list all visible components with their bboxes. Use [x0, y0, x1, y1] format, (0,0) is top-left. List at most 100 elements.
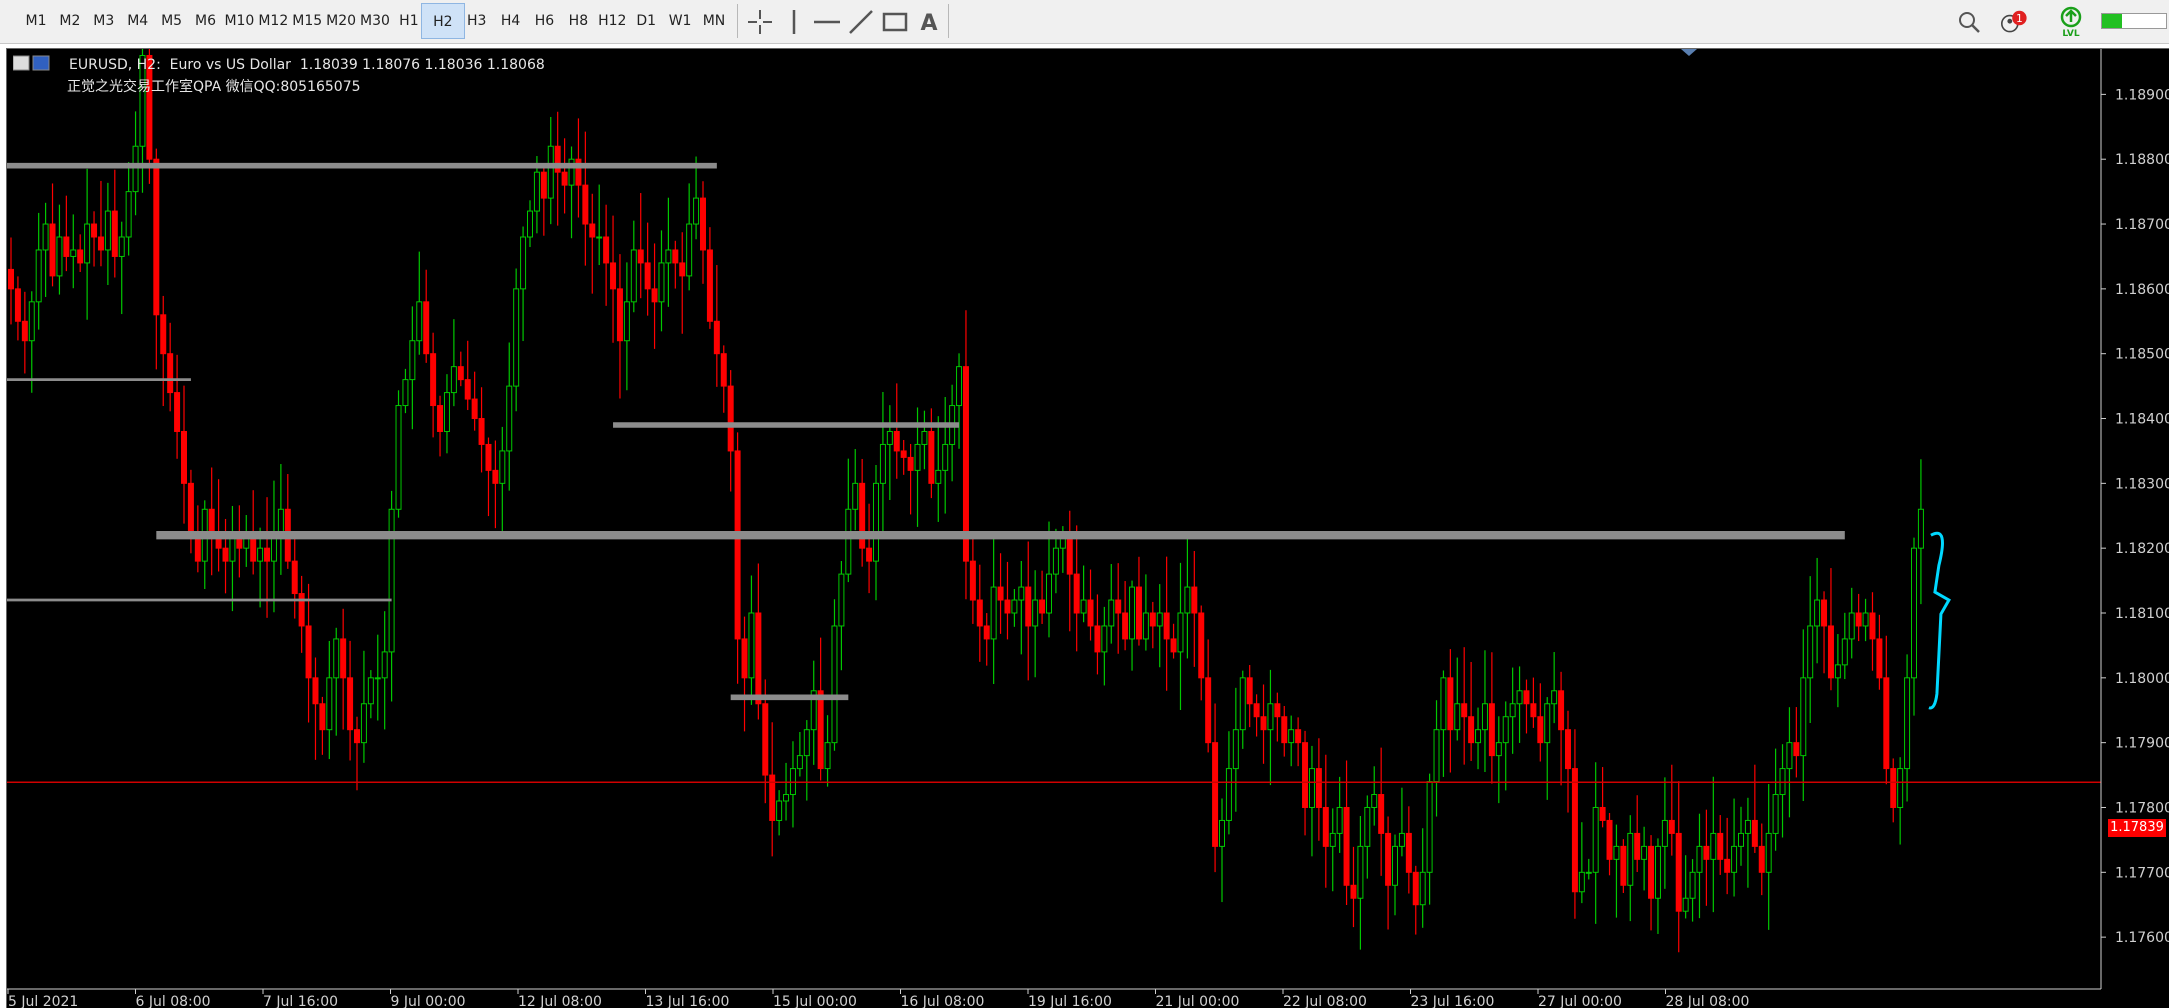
- timeframe-w1-button[interactable]: W1: [668, 13, 692, 29]
- candle-body: [333, 638, 340, 679]
- candle-body: [1634, 832, 1641, 860]
- candle-body: [1281, 716, 1288, 744]
- timeframe-h6-button[interactable]: H6: [534, 13, 555, 29]
- vertical-line-icon[interactable]: [778, 6, 810, 38]
- candle-body: [596, 236, 603, 239]
- candle-body: [630, 249, 637, 303]
- candle-body: [651, 288, 658, 303]
- timeframe-h12-button[interactable]: H12: [598, 13, 627, 29]
- candle-body: [174, 392, 181, 432]
- timeframe-h3-button[interactable]: H3: [466, 13, 487, 29]
- candle-body: [1502, 716, 1509, 744]
- crosshair-icon[interactable]: [744, 6, 776, 38]
- timeframe-h1-button[interactable]: H1: [399, 13, 419, 29]
- candle-body: [1322, 806, 1329, 847]
- candle-body: [1108, 599, 1115, 627]
- candle-body: [554, 145, 561, 173]
- candle-body: [1786, 742, 1793, 770]
- timeframe-m30-button[interactable]: M30: [360, 13, 390, 29]
- timeframe-m4-button[interactable]: M4: [127, 13, 149, 29]
- candle-body: [1578, 871, 1585, 893]
- candle-body: [1426, 781, 1433, 873]
- candle-body: [319, 703, 326, 731]
- candle-body: [1481, 703, 1488, 731]
- candle-body: [700, 197, 706, 251]
- candle-body: [1751, 819, 1758, 847]
- candle-body: [347, 677, 354, 731]
- timeframe-m6-button[interactable]: M6: [195, 13, 216, 29]
- account-notifications-icon[interactable]: 1: [1997, 6, 2029, 38]
- candle-body: [1308, 768, 1315, 808]
- candle-body: [450, 366, 457, 394]
- price-tick-label: 1.18700: [2115, 217, 2169, 233]
- candle-body: [1066, 534, 1073, 575]
- trendline-icon[interactable]: [845, 6, 877, 38]
- candle-body: [1558, 690, 1565, 731]
- candle-body: [1904, 677, 1911, 770]
- candle-body: [1122, 612, 1129, 640]
- candle-body: [1412, 871, 1419, 906]
- candle-body: [637, 249, 644, 264]
- candle-body: [1731, 845, 1738, 873]
- candle-body: [1606, 819, 1613, 860]
- text-icon[interactable]: A: [913, 6, 945, 38]
- candle-body: [181, 430, 187, 484]
- timeframe-m5-button[interactable]: M5: [161, 13, 183, 29]
- timeframe-m10-button[interactable]: M10: [224, 13, 255, 29]
- candle-body: [1509, 703, 1516, 718]
- timeframe-m20-button[interactable]: M20: [326, 13, 357, 29]
- chart-canvas[interactable]: 1.18900 1.18800 1.18700 1.18600 1.18500 1.184…: [7, 49, 2169, 1008]
- candle-body: [264, 547, 271, 562]
- candle-body: [866, 547, 873, 562]
- candle-body: [139, 54, 146, 147]
- candle-body: [1357, 845, 1364, 899]
- chart-window-icon[interactable]: [13, 55, 51, 71]
- search-icon[interactable]: [1953, 6, 1985, 38]
- candle-body: [603, 236, 610, 264]
- candle-body: [1772, 794, 1779, 834]
- candle-body: [762, 703, 769, 776]
- candle-body: [1419, 871, 1426, 906]
- chart-window[interactable]: 1.18900 1.18800 1.18700 1.18600 1.18500 1.184…: [6, 48, 2169, 1008]
- price-tick-label: 1.18600: [2115, 282, 2169, 298]
- candle-body: [1239, 677, 1246, 731]
- timeframe-h2-button[interactable]: H2: [420, 3, 465, 39]
- candle-body: [1011, 599, 1018, 614]
- candle-body: [63, 236, 70, 257]
- candle-body: [942, 443, 949, 471]
- lvl-upload-icon[interactable]: LVL: [2055, 6, 2087, 38]
- candle-body: [1253, 703, 1260, 718]
- time-tick-label: 7 Jul 16:00: [263, 994, 338, 1008]
- timeframe-m2-button[interactable]: M2: [59, 13, 81, 29]
- timeframe-m1-button[interactable]: M1: [25, 13, 47, 29]
- candle-body: [1696, 845, 1703, 873]
- timeframe-h8-button[interactable]: H8: [568, 13, 589, 29]
- candle-body: [49, 223, 56, 277]
- candle-body: [1475, 729, 1482, 744]
- notification-count: 1: [2016, 13, 2023, 25]
- horizontal-line-icon[interactable]: [811, 6, 843, 38]
- candle-body: [1433, 729, 1440, 783]
- timeframe-m12-button[interactable]: M12: [258, 13, 289, 29]
- candle-body: [1800, 677, 1807, 757]
- candle-body: [8, 268, 14, 290]
- candle-body: [305, 625, 312, 679]
- candle-body: [1717, 832, 1724, 860]
- timeframe-mn-button[interactable]: MN: [702, 13, 726, 29]
- toolbar: M1 M2 M3 M4 M5 M6 M10 M12 M15 M20 M30 H1 H2 H3 H4 H6 H8 H…: [0, 0, 2169, 44]
- candle-body: [409, 340, 416, 381]
- candle-body: [1371, 794, 1378, 808]
- timeframe-d1-button[interactable]: D1: [636, 13, 657, 29]
- timeframe-h4-button[interactable]: H4: [500, 13, 521, 29]
- candle-body: [997, 586, 1004, 601]
- timeframe-m15-button[interactable]: M15: [292, 13, 323, 29]
- candle-body: [644, 262, 651, 290]
- timeframe-m3-button[interactable]: M3: [93, 13, 115, 29]
- candle-body: [1225, 768, 1232, 821]
- candle-body: [1516, 690, 1523, 705]
- candle-body: [430, 353, 437, 407]
- rectangle-icon[interactable]: [879, 6, 911, 38]
- chart-watermark: 正觉之光交易工作室QPA 微信QQ:805165075: [67, 79, 361, 95]
- candle-body: [983, 625, 990, 640]
- candle-body: [748, 612, 755, 679]
